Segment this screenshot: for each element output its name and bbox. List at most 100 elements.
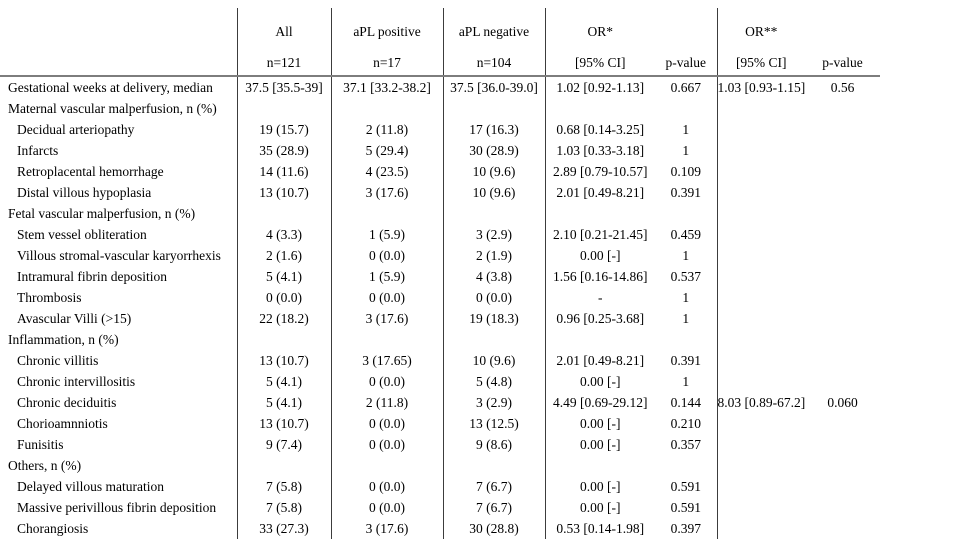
header-col-all: All	[236, 8, 331, 41]
cell-or1-ci: 0.68 [0.14-3.25]	[544, 119, 655, 140]
header-col-apl-positive: aPL positive	[330, 8, 443, 41]
cell-or1-ci: 0.53 [0.14-1.98]	[544, 518, 655, 539]
table-row: Chorangiosis 33 (27.3) 3 (17.6) 30 (28.8) 0.…	[0, 518, 880, 539]
cell-or2-ci: 1.03 [0.93-1.15]	[716, 76, 805, 98]
cell-or1-pvalue: 0.667	[670, 79, 701, 95]
cell-or1-pvalue: 1	[682, 289, 690, 305]
cell-or2-ci	[716, 497, 805, 518]
table-row: Massive perivillous fibrin deposition 7 (…	[0, 497, 880, 518]
cell-apl-negative: 9 (8.6)	[442, 434, 545, 455]
cell-or2-pvalue	[805, 329, 880, 350]
cell-or2-pvalue	[805, 119, 880, 140]
row-label: Fetal vascular malperfusion, n (%)	[8, 205, 196, 221]
cell-or1-ci: 0.96 [0.25-3.68]	[544, 308, 655, 329]
cell-or2-pvalue	[805, 434, 880, 455]
cell-apl-negative	[442, 329, 545, 350]
cell-or1-ci	[544, 98, 655, 119]
results-table: All aPL positive aPL negative OR* OR** n…	[0, 8, 880, 539]
cell-or1-pvalue: 0.210	[670, 415, 701, 431]
cell-apl-negative: 2 (1.9)	[442, 245, 545, 266]
cell-apl-negative: 7 (6.7)	[442, 497, 545, 518]
cell-apl-positive	[330, 203, 443, 224]
cell-all: 5 (4.1)	[236, 392, 331, 413]
cell-apl-negative: 13 (12.5)	[442, 413, 545, 434]
row-label: Decidual arteriopathy	[17, 121, 135, 137]
row-label: Distal villous hypoplasia	[17, 184, 152, 200]
cell-or2-pvalue	[805, 497, 880, 518]
cell-apl-negative	[442, 203, 545, 224]
table-row: Avascular Villi (>15) 22 (18.2) 3 (17.6) 19…	[0, 308, 880, 329]
table-row: Intramural fibrin deposition 5 (4.1) 1 (5.…	[0, 266, 880, 287]
table-row: Funisitis 9 (7.4) 0 (0.0) 9 (8.6) 0.00 [-] 0.…	[0, 434, 880, 455]
cell-or2-pvalue	[805, 308, 880, 329]
cell-or1-ci: 0.00 [-]	[544, 371, 655, 392]
cell-apl-positive: 1 (5.9)	[330, 224, 443, 245]
row-label: Chronic intervillositis	[17, 373, 136, 389]
table-row: Chronic deciduitis 5 (4.1) 2 (11.8) 3 (2.9)…	[0, 392, 880, 413]
cell-or2-pvalue	[805, 413, 880, 434]
row-label: Intramural fibrin deposition	[17, 268, 167, 284]
cell-or1-ci: 1.03 [0.33-3.18]	[544, 140, 655, 161]
cell-or2-ci	[716, 203, 805, 224]
cell-or2-pvalue	[805, 266, 880, 287]
cell-or2-pvalue: 0.56	[830, 79, 855, 95]
cell-or2-ci	[716, 245, 805, 266]
table-row: Villous stromal-vascular karyorrhexis 2 (…	[0, 245, 880, 266]
cell-or1-pvalue: 0.459	[670, 226, 701, 242]
table-row: Stem vessel obliteration 4 (3.3) 1 (5.9) 3 …	[0, 224, 880, 245]
cell-apl-negative: 10 (9.6)	[442, 161, 545, 182]
cell-or1-pvalue	[655, 98, 717, 119]
cell-or1-pvalue	[655, 203, 717, 224]
cell-or2-ci	[716, 119, 805, 140]
header-or2-title: OR**	[716, 8, 805, 41]
cell-all	[236, 203, 331, 224]
cell-apl-positive: 0 (0.0)	[330, 476, 443, 497]
cell-all: 9 (7.4)	[236, 434, 331, 455]
row-label: Delayed villous maturation	[17, 478, 164, 494]
cell-apl-positive: 0 (0.0)	[330, 245, 443, 266]
cell-or1-pvalue: 0.591	[670, 478, 701, 494]
cell-apl-negative: 5 (4.8)	[442, 371, 545, 392]
row-label: Maternal vascular malperfusion, n (%)	[8, 100, 217, 116]
row-label: Stem vessel obliteration	[17, 226, 147, 242]
cell-or2-pvalue	[805, 245, 880, 266]
cell-or1-pvalue: 1	[682, 142, 690, 158]
table-row: Chronic villitis 13 (10.7) 3 (17.65) 10 (9.…	[0, 350, 880, 371]
cell-or1-ci: 4.49 [0.69-29.12]	[544, 392, 655, 413]
cell-or2-ci: 8.03 [0.89-67.2]	[716, 392, 805, 413]
cell-or2-pvalue	[805, 455, 880, 476]
header-col-apl-negative: aPL negative	[442, 8, 545, 41]
cell-apl-positive	[330, 329, 443, 350]
header-or1-ci: [95% CI]	[544, 41, 655, 77]
cell-apl-positive	[330, 98, 443, 119]
table-row: Chronic intervillositis 5 (4.1) 0 (0.0) 5 (…	[0, 371, 880, 392]
cell-or1-pvalue	[655, 455, 717, 476]
cell-apl-negative: 4 (3.8)	[442, 266, 545, 287]
cell-or2-pvalue	[805, 518, 880, 539]
header-empty-cell	[0, 8, 237, 41]
cell-or2-ci	[716, 98, 805, 119]
cell-apl-negative: 7 (6.7)	[442, 476, 545, 497]
cell-apl-negative: 10 (9.6)	[442, 182, 545, 203]
cell-or1-pvalue: 0.397	[670, 520, 701, 536]
cell-apl-positive: 3 (17.65)	[330, 350, 443, 371]
table-row: Distal villous hypoplasia 13 (10.7) 3 (17.…	[0, 182, 880, 203]
cell-all	[236, 329, 331, 350]
cell-or2-ci	[716, 518, 805, 539]
header-or2-pvalue: p-value	[805, 41, 880, 77]
cell-or2-pvalue: 0.060	[827, 394, 858, 410]
cell-or2-ci	[716, 140, 805, 161]
cell-or2-ci	[716, 455, 805, 476]
cell-or2-ci	[716, 476, 805, 497]
row-label: Villous stromal-vascular karyorrhexis	[17, 247, 221, 263]
cell-or1-ci: 1.02 [0.92-1.13]	[544, 76, 655, 98]
header-n-apl-positive: n=17	[330, 41, 443, 77]
table-row: Infarcts 35 (28.9) 5 (29.4) 30 (28.9) 1.03 […	[0, 140, 880, 161]
cell-or2-pvalue	[805, 182, 880, 203]
cell-or1-pvalue: 1	[682, 247, 690, 263]
cell-or1-pvalue: 0.144	[670, 394, 701, 410]
row-label: Infarcts	[17, 142, 59, 158]
cell-or1-ci: -	[544, 287, 655, 308]
cell-apl-positive: 2 (11.8)	[330, 119, 443, 140]
